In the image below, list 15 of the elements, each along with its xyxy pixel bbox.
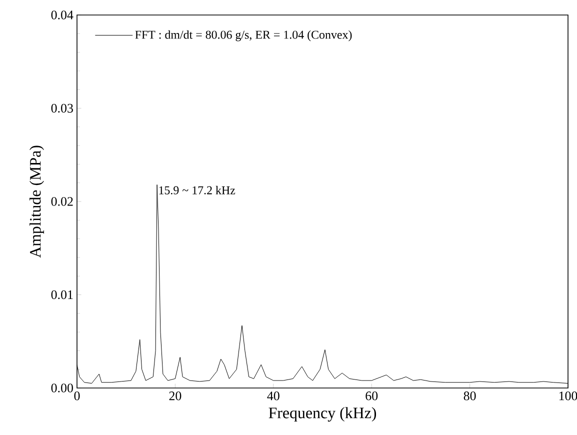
x-tick-label: 60	[366, 392, 378, 400]
x-tick-label: 20	[169, 392, 182, 400]
y-tick-label: 0.03	[51, 104, 73, 113]
x-tick-label: 100	[559, 392, 577, 400]
x-tick-label: 0	[74, 392, 80, 400]
y-tick-label: 0.04	[51, 10, 74, 20]
y-tick-label: 0.02	[51, 197, 73, 206]
x-tick-label: 80	[464, 392, 476, 400]
x-axis-title: Frequency (kHz)	[268, 407, 376, 422]
y-tick-label: 0.00	[51, 384, 73, 392]
legend-label: FFT : dm/dt = 80.06 g/s, ER = 1.04 (Convex)	[135, 30, 352, 42]
y-axis-title: Amplitude (MPa)	[30, 146, 44, 258]
annotation: 15.9 ~ 17.2 kHz	[159, 186, 236, 194]
x-tick-label: 40	[267, 392, 280, 400]
y-tick-label: 0.01	[51, 290, 73, 300]
